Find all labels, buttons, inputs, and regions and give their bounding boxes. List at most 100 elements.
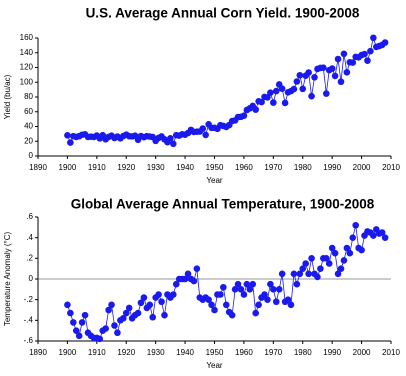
- data-point: [261, 291, 268, 298]
- y-tick-label: -.4: [24, 315, 34, 324]
- data-point: [275, 286, 283, 293]
- data-point: [293, 280, 301, 288]
- data-point: [243, 280, 251, 288]
- data-point: [302, 260, 309, 267]
- data-point: [190, 277, 198, 285]
- data-point: [81, 311, 89, 319]
- x-tick-label: 2010: [382, 163, 400, 172]
- data-point: [108, 301, 115, 309]
- data-point: [122, 309, 130, 317]
- y-tick-label: 0: [29, 151, 34, 160]
- x-axis-label: Year: [206, 361, 223, 370]
- data-point: [340, 50, 348, 58]
- data-point: [140, 294, 148, 301]
- data-point: [308, 255, 315, 262]
- x-tick-label: 1910: [88, 348, 106, 357]
- chart: Global Average Annual Temperature, 1900-…: [3, 197, 400, 371]
- data-point: [364, 57, 371, 64]
- data-point: [228, 311, 236, 319]
- data-point: [343, 244, 351, 252]
- y-tick-label: 0: [29, 274, 34, 283]
- data-point: [158, 298, 165, 306]
- x-tick-label: 2010: [382, 348, 400, 357]
- y-tick-label: 140: [20, 48, 34, 57]
- data-point: [358, 246, 365, 254]
- data-point: [370, 34, 377, 42]
- data-point: [252, 106, 259, 113]
- data-point: [72, 327, 80, 334]
- x-tick-label: 1970: [264, 348, 282, 357]
- data-point: [237, 286, 245, 293]
- data-point: [378, 229, 386, 236]
- y-axis-label: Yield (bu/ac): [3, 74, 12, 119]
- x-tick-label: 1990: [323, 348, 341, 357]
- data-point: [211, 306, 218, 314]
- data-point: [170, 140, 177, 148]
- data-point: [102, 325, 109, 332]
- chart: U.S. Average Annual Corn Yield. 1900-200…: [3, 6, 400, 186]
- data-point: [331, 249, 339, 257]
- data-point: [155, 291, 162, 298]
- data-point: [67, 139, 74, 146]
- x-tick-label: 1980: [294, 348, 312, 357]
- x-tick-label: 1950: [206, 348, 224, 357]
- y-tick-label: .4: [26, 233, 33, 242]
- data-point: [352, 221, 360, 229]
- data-point: [284, 296, 292, 303]
- data-point: [184, 270, 192, 278]
- data-point: [343, 68, 351, 76]
- data-point: [149, 313, 157, 321]
- data-point: [290, 85, 298, 93]
- data-point: [220, 283, 227, 291]
- x-tick-label: 1990: [323, 163, 341, 172]
- data-point: [278, 85, 286, 92]
- y-tick-label: -.2: [24, 295, 34, 304]
- data-point: [246, 286, 254, 293]
- data-point: [317, 265, 324, 272]
- y-tick-label: 80: [24, 92, 33, 101]
- x-tick-label: 1930: [147, 348, 165, 357]
- x-tick-label: 1940: [176, 163, 194, 172]
- data-point: [290, 270, 298, 278]
- data-point: [296, 71, 304, 79]
- data-point: [181, 275, 189, 283]
- data-point: [320, 64, 327, 71]
- data-point: [137, 299, 145, 307]
- data-point: [240, 291, 248, 298]
- x-tick-label: 1900: [59, 163, 77, 172]
- chart-title: Global Average Annual Temperature, 1900-…: [71, 197, 375, 212]
- x-tick-label: 1960: [235, 348, 253, 357]
- data-point: [322, 90, 330, 97]
- data-point: [337, 265, 345, 272]
- data-point: [337, 78, 345, 86]
- y-tick-label: -.6: [24, 336, 34, 345]
- chart-title: U.S. Average Annual Corn Yield. 1900-200…: [86, 6, 360, 21]
- data-point: [240, 112, 248, 119]
- y-tick-label: 100: [20, 77, 34, 86]
- data-line: [67, 225, 386, 340]
- data-point: [367, 47, 374, 55]
- data-point: [299, 265, 307, 272]
- data-point: [70, 319, 77, 326]
- data-point: [314, 273, 321, 281]
- y-tick-label: .2: [26, 253, 33, 262]
- data-point: [199, 125, 207, 132]
- data-point: [161, 311, 168, 319]
- x-tick-label: 1920: [117, 348, 135, 357]
- data-point: [328, 65, 336, 72]
- x-tick-label: 2000: [353, 163, 371, 172]
- data-point: [146, 301, 154, 309]
- data-point: [217, 291, 224, 298]
- data-point: [349, 59, 357, 66]
- data-point: [252, 309, 259, 317]
- data-point: [120, 314, 127, 322]
- data-point: [296, 270, 304, 278]
- x-tick-label: 1920: [117, 163, 135, 172]
- data-point: [311, 74, 318, 81]
- data-point: [193, 265, 201, 272]
- data-point: [334, 55, 342, 63]
- data-point: [287, 301, 295, 309]
- data-point: [281, 99, 289, 107]
- data-point: [322, 255, 330, 262]
- data-point: [299, 85, 307, 93]
